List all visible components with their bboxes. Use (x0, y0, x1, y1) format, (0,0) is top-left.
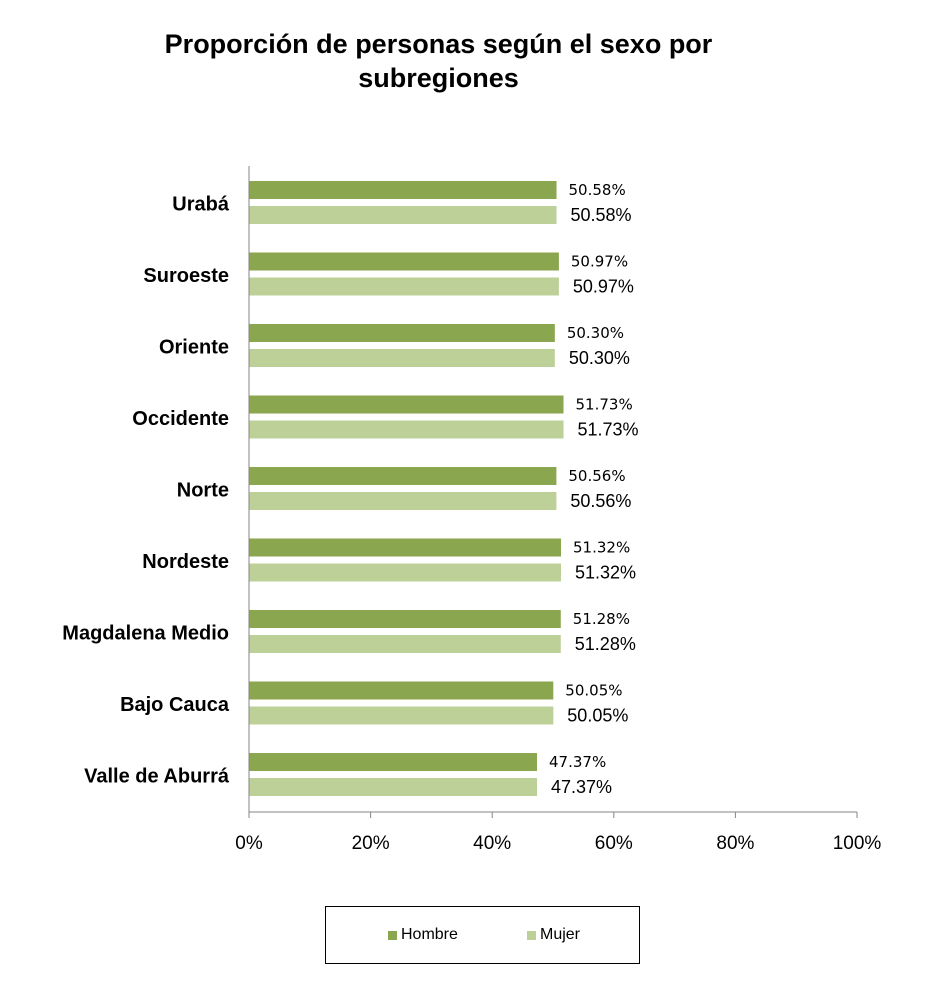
category-label-nordeste: Nordeste (142, 551, 229, 573)
x-tick-label-100: 100% (833, 833, 882, 854)
bar-hombre-oriente (249, 324, 555, 342)
legend-item-mujer: Mujer (527, 907, 580, 963)
data-label-hombre-suroeste: 50.97% (571, 253, 628, 271)
x-tick-label-40: 40% (473, 833, 511, 854)
category-label-bajo-cauca: Bajo Cauca (120, 694, 230, 716)
legend: Hombre Mujer (325, 906, 640, 964)
legend-item-hombre: Hombre (388, 907, 458, 963)
data-label-hombre-nordeste: 51.32% (573, 539, 630, 557)
bar-mujer-oriente (249, 349, 555, 367)
data-label-mujer-norte: 50.56% (570, 491, 631, 511)
legend-swatch-hombre (388, 930, 397, 940)
bar-hombre-uraba (249, 181, 557, 199)
bar-mujer-occidente (249, 420, 564, 439)
data-label-mujer-magdalena-medio: 51.28% (575, 634, 636, 654)
data-label-mujer-uraba: 50.58% (571, 205, 632, 225)
data-label-hombre-bajo-cauca: 50.05% (565, 682, 622, 700)
bar-mujer-valle-de-aburra (249, 778, 538, 796)
x-tick-label-20: 20% (352, 833, 390, 854)
bar-hombre-magdalena-medio (249, 610, 561, 628)
legend-swatch-mujer (527, 930, 536, 940)
data-label-mujer-valle-de-aburra: 47.37% (551, 777, 612, 797)
chart-title-line-2: subregiones (358, 63, 519, 93)
legend-label-hombre: Hombre (401, 926, 458, 943)
data-label-hombre-magdalena-medio: 51.28% (573, 610, 630, 628)
x-tick-label-0: 0% (235, 833, 263, 854)
data-label-mujer-bajo-cauca: 50.05% (567, 706, 628, 726)
bar-mujer-norte (249, 492, 557, 510)
data-label-mujer-suroeste: 50.97% (573, 277, 634, 297)
bar-chart: 50.58% 50.58% Urabá 50.97% 50.97% Suroeste 50.… (62, 166, 882, 854)
category-label-oriente: Oriente (159, 337, 229, 359)
data-label-hombre-norte: 50.56% (568, 467, 625, 485)
category-label-norte: Norte (177, 480, 229, 502)
bar-mujer-bajo-cauca (249, 706, 554, 725)
data-label-mujer-occidente: 51.73% (578, 420, 639, 440)
bar-hombre-suroeste (249, 252, 559, 271)
category-label-valle-de-aburra: Valle de Aburrá (84, 766, 230, 788)
category-label-uraba: Urabá (172, 194, 230, 216)
data-label-hombre-occidente: 51.73% (576, 396, 633, 414)
bar-mujer-suroeste (249, 277, 559, 296)
bar-hombre-nordeste (249, 538, 562, 557)
bar-mujer-nordeste (249, 563, 562, 582)
bar-hombre-bajo-cauca (249, 681, 554, 700)
x-tick-label-80: 80% (716, 833, 754, 854)
data-label-mujer-nordeste: 51.32% (575, 563, 636, 583)
category-label-occidente: Occidente (132, 408, 229, 430)
bar-mujer-uraba (249, 206, 557, 224)
data-label-hombre-valle-de-aburra: 47.37% (549, 753, 606, 771)
bar-mujer-magdalena-medio (249, 635, 561, 653)
category-label-magdalena-medio: Magdalena Medio (62, 623, 229, 645)
category-label-suroeste: Suroeste (143, 265, 229, 287)
bar-hombre-valle-de-aburra (249, 753, 538, 771)
chart-title-line-1: Proporción de personas según el sexo por (164, 29, 713, 59)
legend-label-mujer: Mujer (540, 926, 581, 943)
data-label-hombre-oriente: 50.30% (567, 324, 624, 342)
bar-hombre-norte (249, 467, 557, 485)
x-tick-label-60: 60% (595, 833, 633, 854)
data-label-hombre-uraba: 50.58% (569, 181, 626, 199)
bar-hombre-occidente (249, 395, 564, 414)
data-label-mujer-oriente: 50.30% (569, 348, 630, 368)
